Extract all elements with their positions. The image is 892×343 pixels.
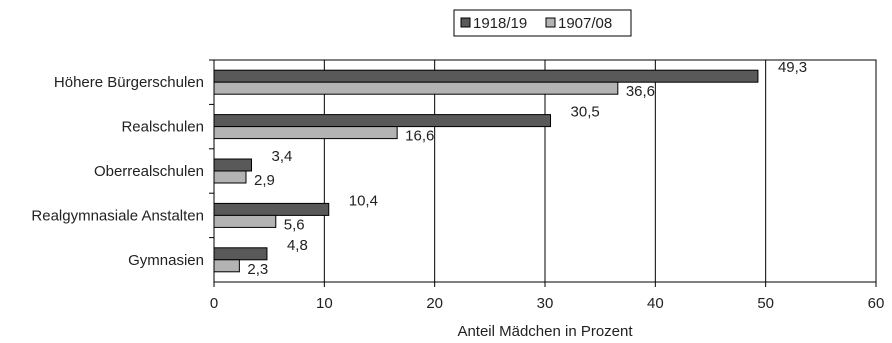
x-axis: 0 10 20 30 40 50 60	[210, 282, 885, 312]
bar-1907/08	[213, 170, 247, 184]
x-tick-label: 40	[647, 295, 664, 312]
data-label: 10,4	[349, 192, 378, 209]
data-label: 49,3	[778, 59, 807, 76]
bar-1918/19	[213, 69, 759, 83]
bar-1918/19	[213, 158, 253, 172]
x-tick-label: 0	[210, 295, 218, 312]
x-axis-title: Anteil Mädchen in Prozent	[457, 323, 633, 340]
category-label: Realgymnasiale Anstalten	[31, 207, 204, 224]
x-tick-label: 10	[316, 295, 333, 312]
data-label: 4,8	[287, 237, 308, 254]
category-label: Gymnasien	[128, 252, 204, 269]
gridlines	[323, 60, 767, 282]
legend: 1918/19 1907/08	[453, 9, 632, 37]
data-label: 2,9	[254, 172, 275, 189]
bar-1918/19	[213, 202, 330, 216]
x-tick-label: 50	[757, 295, 774, 312]
category-label: Oberrealschulen	[94, 163, 204, 180]
bars: 49,3 36,6 30,5 16,6 3,4 2,9 10,4 5,6 4,8 2,3	[213, 59, 807, 278]
legend-box	[453, 9, 632, 37]
data-label: 16,6	[405, 128, 434, 145]
category-label: Realschulen	[121, 119, 204, 136]
data-label: 36,6	[626, 83, 655, 100]
bar-1907/08	[213, 259, 240, 273]
x-tick-label: 20	[426, 295, 443, 312]
legend-swatch	[545, 17, 556, 28]
category-label: Höhere Bürgerschulen	[54, 74, 204, 91]
data-label: 5,6	[284, 216, 305, 233]
legend-label: 1918/19	[473, 15, 527, 32]
bar-1907/08	[213, 126, 398, 140]
bar-1907/08	[213, 214, 277, 228]
data-label: 2,3	[247, 261, 268, 278]
bar-1918/19	[213, 114, 552, 128]
legend-swatch	[460, 17, 471, 28]
x-tick-label: 60	[868, 295, 885, 312]
bar-1918/19	[213, 247, 268, 261]
bar-1907/08	[213, 81, 619, 95]
x-tick-label: 30	[537, 295, 554, 312]
data-label: 30,5	[571, 104, 600, 121]
legend-label: 1907/08	[558, 15, 612, 32]
data-label: 3,4	[272, 148, 293, 165]
y-axis: Höhere Bürgerschulen Realschulen Oberreals…	[31, 59, 214, 269]
